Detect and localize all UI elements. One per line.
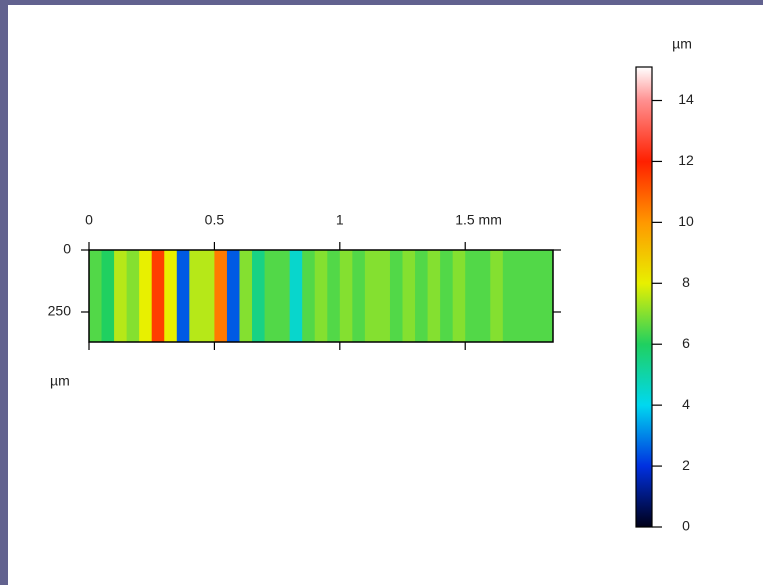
y-tick-label: 0 [63, 241, 71, 257]
heat-cell [114, 250, 128, 342]
heat-cell [452, 250, 466, 342]
x-tick-label: 0 [85, 212, 93, 228]
x-tick-label: 1.5 mm [455, 212, 502, 228]
heat-cell [302, 250, 316, 342]
heat-cell [515, 250, 529, 342]
heat-cell [126, 250, 140, 342]
heat-cell [214, 250, 228, 342]
heat-cell [201, 250, 215, 342]
heat-cell [151, 250, 165, 342]
heat-cell [440, 250, 454, 342]
heat-cell [490, 250, 504, 342]
colorbar-label: µm [672, 36, 692, 52]
y-tick-label: 250 [48, 303, 72, 319]
heat-cell [389, 250, 404, 342]
heat-cell [402, 250, 416, 342]
colorbar-tick-label: 14 [678, 91, 694, 107]
y-axis-label: µm [50, 373, 70, 389]
heat-cell [277, 250, 291, 342]
colorbar-tick-label: 12 [678, 152, 694, 168]
heat-cell [139, 250, 153, 342]
heat-cell [327, 250, 341, 342]
heat-cell [264, 250, 278, 342]
colorbar-tick-label: 2 [682, 457, 690, 473]
colorbar-tick-label: 4 [682, 396, 690, 412]
heat-cell [540, 250, 554, 342]
x-tick-label: 1 [336, 212, 344, 228]
heat-cell [164, 250, 178, 342]
colorbar-tick-label: 0 [682, 518, 690, 534]
heat-cell [364, 250, 378, 342]
heat-cell [427, 250, 441, 342]
heat-cell [226, 250, 240, 342]
plot-frame [88, 249, 554, 343]
heat-cell [252, 250, 266, 342]
colorbar [635, 66, 653, 528]
heat-cell [339, 250, 353, 342]
heat-cell [176, 250, 190, 342]
heat-cell [289, 250, 303, 342]
colorbar-tick-label: 10 [678, 213, 694, 229]
heat-cell [89, 250, 103, 342]
heat-cell [527, 250, 541, 342]
colorbar-tick-label: 8 [682, 274, 690, 290]
heat-cell [189, 250, 203, 342]
heat-cell [377, 250, 391, 342]
heat-cell [239, 250, 253, 342]
heat-cell [352, 250, 366, 342]
heat-cell [314, 250, 328, 342]
heat-cell [465, 250, 479, 342]
colorbar-tick-label: 6 [682, 335, 690, 351]
x-tick-label: 0.5 [205, 212, 225, 228]
heat-cell [477, 250, 491, 342]
heat-cell [101, 250, 115, 342]
heat-cell [415, 250, 429, 342]
heat-cell [502, 250, 516, 342]
